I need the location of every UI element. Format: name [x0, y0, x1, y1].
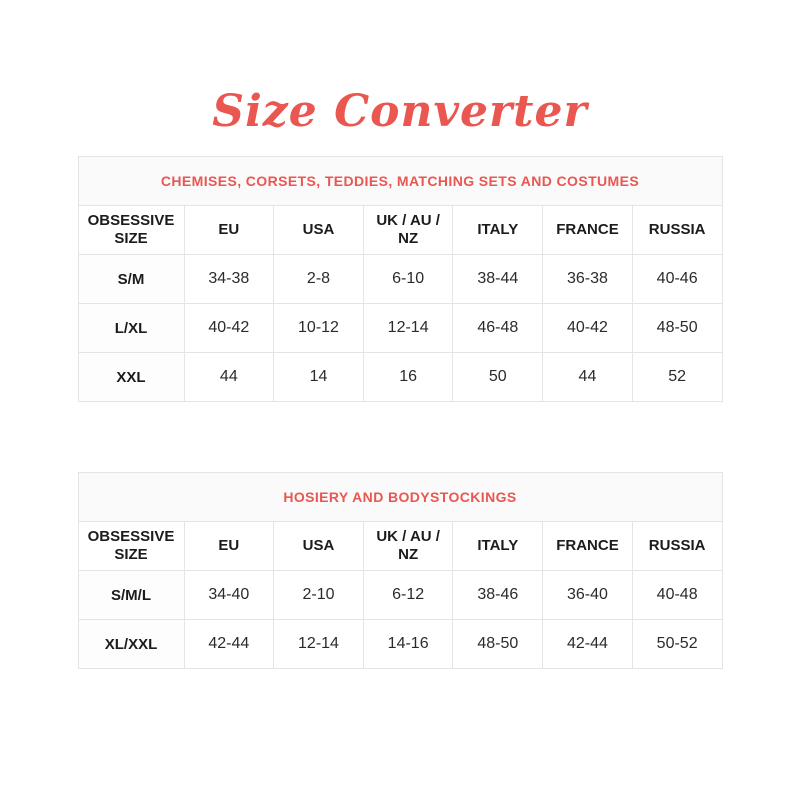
table-section-chemises: CHEMISES, CORSETS, TEDDIES, MATCHING SET…: [77, 156, 723, 403]
row-label: S/M: [77, 254, 185, 305]
size-cell: 36-38: [542, 254, 633, 305]
column-header: ITALY: [452, 205, 544, 256]
size-cell: 38-44: [452, 254, 544, 305]
size-cell: 44: [183, 352, 275, 403]
size-cell: 6-12: [362, 570, 454, 621]
table-row: S/M/L 34-40 2-10 6-12 38-46 36-40 40-48: [77, 570, 723, 621]
size-cell: 44: [542, 352, 633, 403]
size-cell: 48-50: [631, 303, 723, 354]
size-cell: 40-42: [183, 303, 275, 354]
row-label: XL/XXL: [77, 619, 185, 670]
page-title: Size Converter: [212, 86, 588, 137]
row-label: XXL: [77, 352, 185, 403]
table-title-row: CHEMISES, CORSETS, TEDDIES, MATCHING SET…: [77, 156, 723, 207]
column-header: ITALY: [452, 521, 544, 572]
column-header: OBSESSIVE SIZE: [77, 521, 185, 572]
column-header: RUSSIA: [631, 521, 723, 572]
size-cell: 2-8: [273, 254, 364, 305]
column-header: USA: [273, 521, 364, 572]
size-table-hosiery: HOSIERY AND BODYSTOCKINGS OBSESSIVE SIZE E…: [77, 472, 723, 670]
table-row: S/M 34-38 2-8 6-10 38-44 36-38 40-46: [77, 254, 723, 305]
size-cell: 46-48: [452, 303, 544, 354]
row-label: S/M/L: [77, 570, 185, 621]
size-cell: 6-10: [362, 254, 454, 305]
column-header: OBSESSIVE SIZE: [77, 205, 185, 256]
size-cell: 36-40: [542, 570, 633, 621]
table-title: CHEMISES, CORSETS, TEDDIES, MATCHING SET…: [77, 156, 723, 207]
tables-container: CHEMISES, CORSETS, TEDDIES, MATCHING SET…: [77, 156, 723, 670]
column-header-row: OBSESSIVE SIZE EU USA UK / AU / NZ ITALY FRAN…: [77, 521, 723, 572]
table-row: XL/XXL 42-44 12-14 14-16 48-50 42-44 50-52: [77, 619, 723, 670]
size-cell: 42-44: [542, 619, 633, 670]
table-title-row: HOSIERY AND BODYSTOCKINGS: [77, 472, 723, 523]
size-cell: 40-42: [542, 303, 633, 354]
size-cell: 40-46: [631, 254, 723, 305]
column-header: FRANCE: [542, 205, 633, 256]
column-header: FRANCE: [542, 521, 633, 572]
size-cell: 48-50: [452, 619, 544, 670]
column-header: UK / AU / NZ: [362, 521, 454, 572]
column-header: UK / AU / NZ: [362, 205, 454, 256]
size-cell: 50-52: [631, 619, 723, 670]
column-header-row: OBSESSIVE SIZE EU USA UK / AU / NZ ITALY FRAN…: [77, 205, 723, 256]
table-row: L/XL 40-42 10-12 12-14 46-48 40-42 48-50: [77, 303, 723, 354]
size-table-chemises: CHEMISES, CORSETS, TEDDIES, MATCHING SET…: [77, 156, 723, 403]
column-header: USA: [273, 205, 364, 256]
size-cell: 40-48: [631, 570, 723, 621]
table-row: XXL 44 14 16 50 44 52: [77, 352, 723, 403]
table-title: HOSIERY AND BODYSTOCKINGS: [77, 472, 723, 523]
row-label: L/XL: [77, 303, 185, 354]
size-cell: 38-46: [452, 570, 544, 621]
size-cell: 14: [273, 352, 364, 403]
size-cell: 10-12: [273, 303, 364, 354]
size-cell: 14-16: [362, 619, 454, 670]
size-cell: 12-14: [273, 619, 364, 670]
size-cell: 16: [362, 352, 454, 403]
table-section-hosiery: HOSIERY AND BODYSTOCKINGS OBSESSIVE SIZE E…: [77, 472, 723, 670]
size-cell: 50: [452, 352, 544, 403]
size-cell: 12-14: [362, 303, 454, 354]
size-cell: 42-44: [183, 619, 275, 670]
size-cell: 34-40: [183, 570, 275, 621]
size-cell: 2-10: [273, 570, 364, 621]
column-header: EU: [183, 521, 275, 572]
column-header: RUSSIA: [631, 205, 723, 256]
column-header: EU: [183, 205, 275, 256]
size-cell: 34-38: [183, 254, 275, 305]
size-cell: 52: [631, 352, 723, 403]
